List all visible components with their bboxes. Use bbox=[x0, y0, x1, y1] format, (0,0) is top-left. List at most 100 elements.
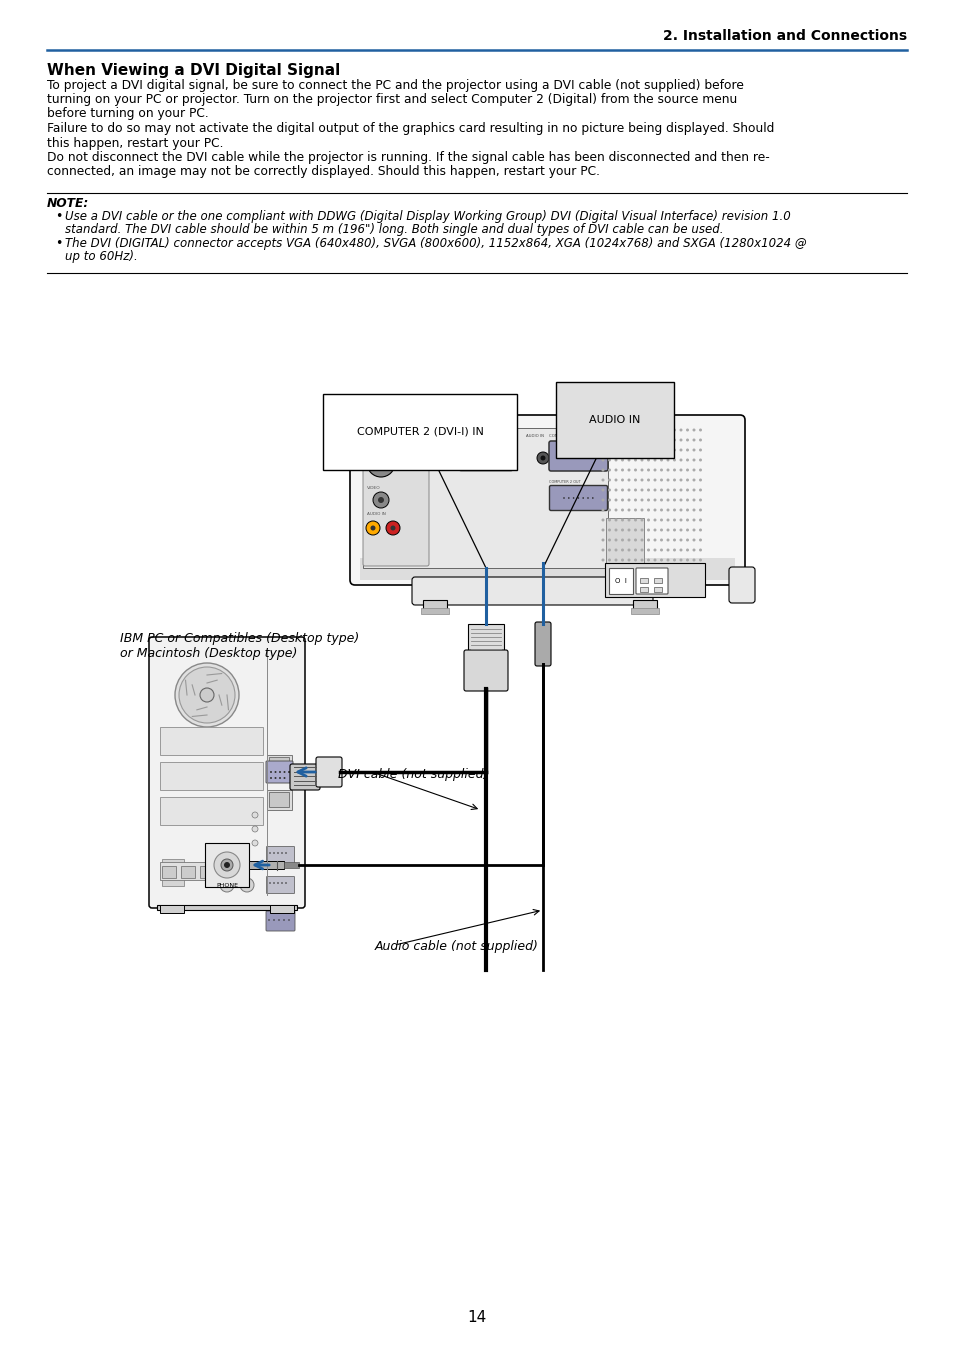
Circle shape bbox=[672, 519, 676, 522]
FancyBboxPatch shape bbox=[412, 577, 652, 605]
Bar bbox=[160, 861, 220, 880]
Text: COMPUTER 1 IN: COMPUTER 1 IN bbox=[548, 434, 579, 438]
Circle shape bbox=[646, 538, 649, 542]
Circle shape bbox=[679, 449, 681, 452]
Bar bbox=[162, 875, 184, 886]
Circle shape bbox=[465, 450, 466, 452]
Circle shape bbox=[692, 458, 695, 461]
FancyBboxPatch shape bbox=[149, 638, 305, 909]
Circle shape bbox=[685, 519, 688, 522]
Circle shape bbox=[659, 479, 662, 481]
Circle shape bbox=[579, 456, 581, 458]
Circle shape bbox=[659, 519, 662, 522]
Circle shape bbox=[269, 882, 271, 884]
Circle shape bbox=[373, 456, 375, 458]
Circle shape bbox=[646, 429, 649, 431]
Circle shape bbox=[587, 497, 588, 499]
Circle shape bbox=[221, 859, 233, 871]
Circle shape bbox=[685, 469, 688, 472]
Circle shape bbox=[666, 519, 669, 522]
Circle shape bbox=[646, 488, 649, 492]
Circle shape bbox=[607, 519, 610, 522]
Circle shape bbox=[213, 852, 240, 878]
Circle shape bbox=[589, 456, 591, 458]
Circle shape bbox=[692, 488, 695, 492]
Circle shape bbox=[699, 528, 701, 531]
Circle shape bbox=[607, 449, 610, 452]
Circle shape bbox=[627, 469, 630, 472]
Circle shape bbox=[685, 508, 688, 511]
Circle shape bbox=[268, 919, 270, 921]
Circle shape bbox=[614, 558, 617, 562]
Bar bbox=[205, 842, 249, 887]
Circle shape bbox=[679, 528, 681, 531]
Circle shape bbox=[367, 449, 395, 477]
Circle shape bbox=[601, 519, 604, 522]
Bar bbox=[604, 563, 704, 597]
Circle shape bbox=[692, 449, 695, 452]
Circle shape bbox=[634, 528, 637, 531]
Circle shape bbox=[285, 852, 287, 853]
Bar bbox=[639, 578, 647, 582]
Circle shape bbox=[366, 520, 379, 535]
FancyBboxPatch shape bbox=[266, 847, 294, 864]
FancyBboxPatch shape bbox=[350, 415, 744, 585]
Circle shape bbox=[614, 519, 617, 522]
Circle shape bbox=[437, 453, 443, 460]
Circle shape bbox=[699, 469, 701, 472]
Circle shape bbox=[653, 479, 656, 481]
Circle shape bbox=[476, 457, 477, 458]
Circle shape bbox=[565, 448, 567, 450]
Circle shape bbox=[584, 456, 586, 458]
Circle shape bbox=[659, 458, 662, 461]
FancyBboxPatch shape bbox=[290, 764, 319, 790]
Circle shape bbox=[277, 882, 278, 884]
Circle shape bbox=[646, 508, 649, 511]
Text: •: • bbox=[55, 237, 62, 249]
Circle shape bbox=[634, 538, 637, 542]
Circle shape bbox=[273, 882, 274, 884]
Circle shape bbox=[614, 458, 617, 461]
Circle shape bbox=[699, 449, 701, 452]
Bar bbox=[269, 758, 289, 772]
Circle shape bbox=[699, 429, 701, 431]
Circle shape bbox=[373, 492, 389, 508]
Circle shape bbox=[666, 469, 669, 472]
Circle shape bbox=[503, 457, 505, 458]
Circle shape bbox=[653, 528, 656, 531]
Circle shape bbox=[699, 488, 701, 492]
Circle shape bbox=[659, 449, 662, 452]
Circle shape bbox=[699, 458, 701, 461]
Circle shape bbox=[601, 479, 604, 481]
Bar bbox=[157, 905, 296, 910]
Circle shape bbox=[270, 771, 272, 772]
Circle shape bbox=[679, 549, 681, 551]
Circle shape bbox=[666, 538, 669, 542]
Circle shape bbox=[685, 538, 688, 542]
Circle shape bbox=[685, 528, 688, 531]
Circle shape bbox=[639, 449, 643, 452]
Circle shape bbox=[465, 464, 466, 466]
Circle shape bbox=[497, 457, 499, 458]
Circle shape bbox=[659, 499, 662, 501]
Text: COMPUTER 2 (DVI-I) IN: COMPUTER 2 (DVI-I) IN bbox=[458, 434, 503, 438]
Text: up to 60Hz).: up to 60Hz). bbox=[65, 249, 137, 263]
Circle shape bbox=[620, 458, 623, 461]
Circle shape bbox=[699, 519, 701, 522]
Circle shape bbox=[601, 429, 604, 431]
Text: NOTE:: NOTE: bbox=[47, 197, 90, 210]
Circle shape bbox=[627, 519, 630, 522]
Circle shape bbox=[285, 882, 287, 884]
Circle shape bbox=[639, 429, 643, 431]
Circle shape bbox=[666, 549, 669, 551]
Text: Use a DVI cable or the one compliant with DDWG (Digital Display Working Group) D: Use a DVI cable or the one compliant wit… bbox=[65, 210, 790, 222]
Text: •: • bbox=[55, 210, 62, 222]
Circle shape bbox=[614, 538, 617, 542]
Circle shape bbox=[278, 776, 281, 779]
Circle shape bbox=[639, 499, 643, 501]
Circle shape bbox=[614, 479, 617, 481]
Circle shape bbox=[659, 549, 662, 551]
Circle shape bbox=[200, 687, 213, 702]
Text: before turning on your PC.: before turning on your PC. bbox=[47, 108, 209, 120]
Circle shape bbox=[601, 458, 604, 461]
